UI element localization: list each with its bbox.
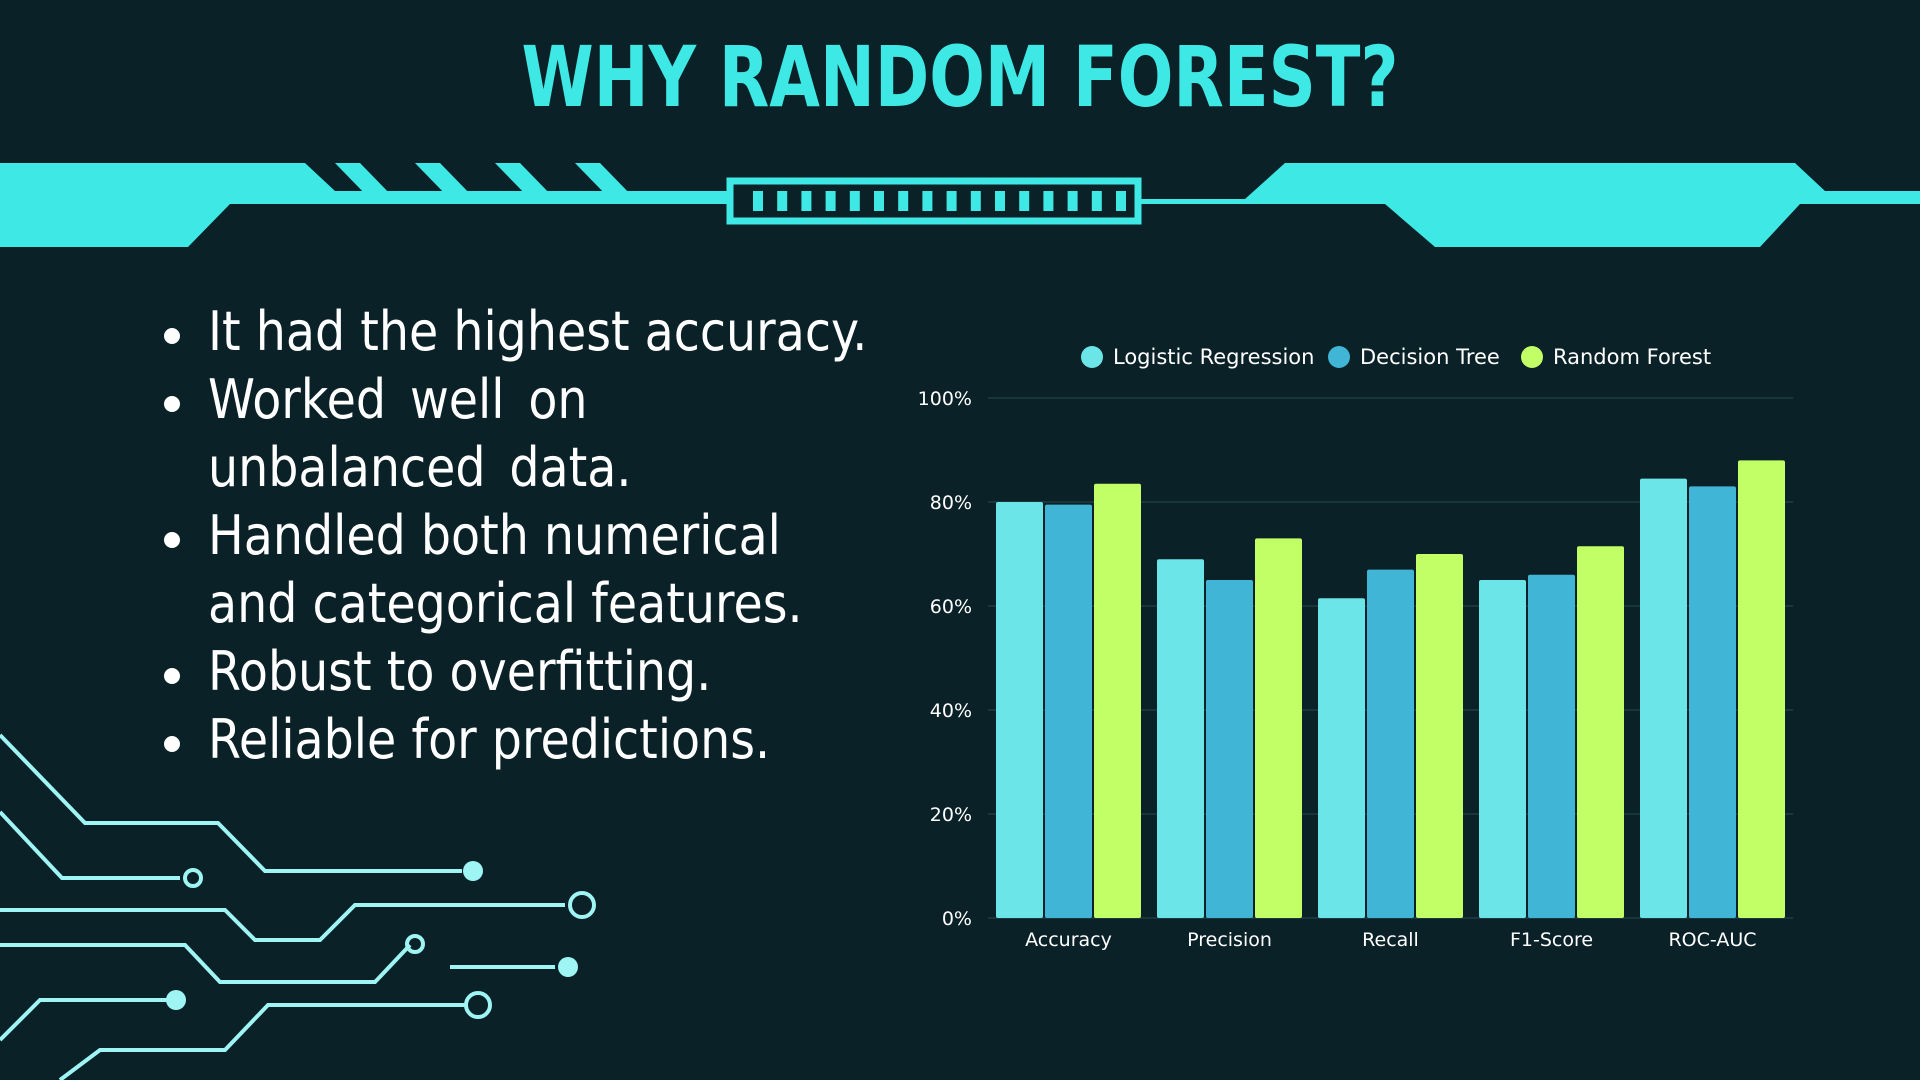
y-tick-label: 100% bbox=[918, 388, 972, 410]
circuit-decoration bbox=[0, 733, 596, 1080]
bullet-list: It had the highest accuracy. Worked well… bbox=[160, 298, 880, 774]
bar-random-forest bbox=[1577, 546, 1624, 918]
page-title: WHY RANDOM FOREST? bbox=[521, 28, 1399, 126]
x-tick-label: Precision bbox=[1187, 929, 1272, 951]
bullet-item: Worked well on unbalanced data. bbox=[160, 366, 880, 502]
bar-decision-tree bbox=[1367, 569, 1414, 918]
legend-swatch bbox=[1081, 346, 1103, 368]
x-tick-label: ROC-AUC bbox=[1668, 929, 1756, 951]
x-tick-label: F1-Score bbox=[1510, 929, 1593, 951]
bar-decision-tree bbox=[1206, 580, 1253, 918]
bar-random-forest bbox=[1255, 538, 1302, 918]
y-tick-label: 60% bbox=[930, 596, 972, 618]
y-tick-label: 0% bbox=[942, 908, 972, 930]
legend-item: Random Forest bbox=[1521, 345, 1711, 369]
bar-decision-tree bbox=[1045, 504, 1092, 918]
legend-label: Random Forest bbox=[1553, 345, 1711, 369]
chart-bars bbox=[996, 460, 1785, 918]
legend-label: Logistic Regression bbox=[1113, 345, 1314, 369]
chart-legend: Logistic Regression Decision Tree Random F… bbox=[1081, 345, 1711, 369]
x-tick-label: Recall bbox=[1362, 929, 1419, 951]
x-tick-label: Accuracy bbox=[1025, 929, 1112, 951]
bar-random-forest bbox=[1738, 460, 1785, 918]
header-banner-decoration bbox=[0, 163, 1920, 247]
legend-label: Decision Tree bbox=[1360, 345, 1500, 369]
metrics-bar-chart: Logistic Regression Decision Tree Random F… bbox=[918, 345, 1793, 951]
y-tick-label: 40% bbox=[930, 700, 972, 722]
bar-logistic-regression bbox=[996, 502, 1043, 918]
legend-swatch bbox=[1521, 346, 1543, 368]
legend-swatch bbox=[1328, 346, 1350, 368]
bar-decision-tree bbox=[1528, 574, 1575, 918]
y-tick-label: 20% bbox=[930, 804, 972, 826]
bar-random-forest bbox=[1416, 554, 1463, 918]
legend-item: Logistic Regression bbox=[1081, 345, 1314, 369]
bar-random-forest bbox=[1094, 483, 1141, 918]
bullet-item: Handled both numerical and categorical f… bbox=[160, 502, 880, 638]
x-axis-labels: Accuracy Precision Recall F1-Score ROC-AUC bbox=[1025, 929, 1756, 951]
bullet-item: Robust to overfitting. bbox=[160, 638, 880, 706]
bullet-item: Reliable for predictions. bbox=[160, 706, 880, 774]
bar-logistic-regression bbox=[1479, 580, 1526, 918]
y-axis-labels: 0% 20% 40% 60% 80% 100% bbox=[918, 388, 972, 930]
bar-logistic-regression bbox=[1640, 478, 1687, 918]
bar-logistic-regression bbox=[1318, 598, 1365, 918]
legend-item: Decision Tree bbox=[1328, 345, 1500, 369]
bullet-item: It had the highest accuracy. bbox=[160, 298, 880, 366]
bar-decision-tree bbox=[1689, 486, 1736, 918]
bar-logistic-regression bbox=[1157, 559, 1204, 918]
y-tick-label: 80% bbox=[930, 492, 972, 514]
